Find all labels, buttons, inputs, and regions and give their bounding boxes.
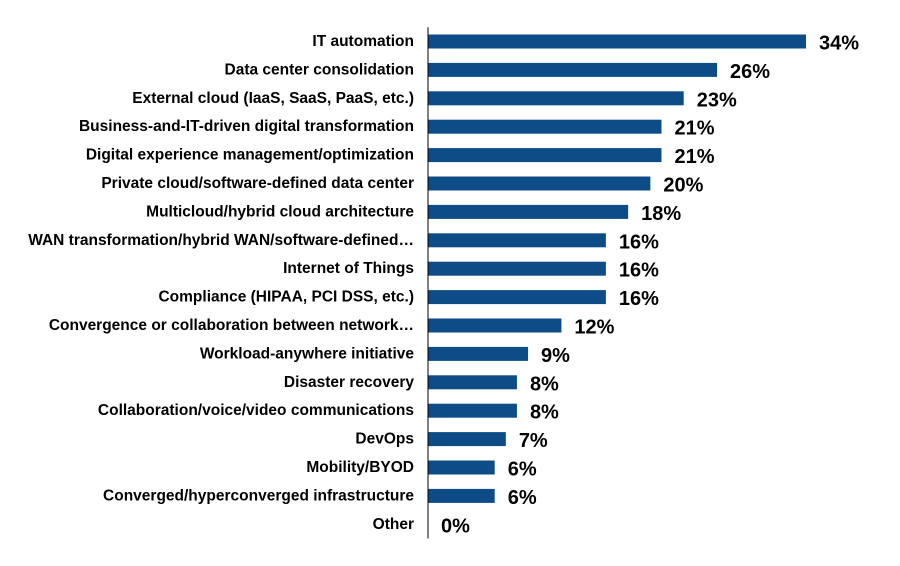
- category-label: Business-and-IT-driven digital transform…: [79, 118, 414, 135]
- bar: [428, 204, 629, 219]
- bar: [428, 375, 517, 390]
- value-label: 16%: [619, 231, 659, 253]
- bar: [428, 62, 718, 77]
- value-label: 16%: [619, 288, 659, 310]
- value-label: 8%: [530, 373, 559, 395]
- category-label: Digital experience management/optimizati…: [86, 147, 414, 164]
- bar: [428, 176, 651, 191]
- value-label: 7%: [519, 430, 548, 452]
- bar: [428, 488, 495, 503]
- bar: [428, 403, 517, 418]
- bar: [428, 261, 606, 276]
- category-label: IT automation: [312, 33, 414, 50]
- value-label: 34%: [819, 33, 859, 55]
- value-label: 6%: [508, 487, 537, 509]
- bar: [428, 233, 606, 248]
- category-label: Internet of Things: [283, 260, 414, 277]
- category-label: Compliance (HIPAA, PCI DSS, etc.): [158, 289, 414, 306]
- category-label: Private cloud/software-defined data cent…: [101, 175, 414, 192]
- value-label: 6%: [508, 459, 537, 481]
- value-labels-group: 34%26%23%21%21%20%18%16%16%16%12%9%8%8%7…: [441, 33, 859, 538]
- bar: [428, 119, 662, 134]
- category-label: Mobility/BYOD: [306, 459, 414, 476]
- category-label: Disaster recovery: [284, 374, 414, 391]
- category-label: WAN transformation/hybrid WAN/software-d…: [28, 232, 414, 249]
- bar: [428, 34, 806, 49]
- category-label: Convergence or collaboration between net…: [49, 317, 414, 334]
- value-label: 0%: [441, 515, 470, 537]
- bar: [428, 148, 662, 163]
- value-label: 12%: [574, 317, 614, 339]
- value-label: 26%: [730, 61, 770, 83]
- bar: [428, 460, 495, 475]
- category-label: External cloud (IaaS, SaaS, PaaS, etc.): [132, 90, 414, 107]
- value-label: 23%: [697, 89, 737, 111]
- category-labels-group: IT automation Data center consolidation Ex…: [28, 33, 414, 533]
- bar: [428, 432, 506, 447]
- value-label: 16%: [619, 260, 659, 282]
- bars-group: [428, 34, 806, 503]
- bar: [428, 91, 684, 106]
- value-label: 21%: [674, 118, 714, 140]
- category-label: Other: [373, 516, 414, 533]
- category-label: Collaboration/voice/video communications: [98, 402, 414, 419]
- category-label: Converged/hyperconverged infrastructure: [103, 487, 414, 504]
- category-label: Data center consolidation: [225, 61, 414, 78]
- value-label: 8%: [530, 402, 559, 424]
- category-label: DevOps: [355, 431, 414, 448]
- bar: [428, 318, 562, 333]
- value-label: 18%: [641, 203, 681, 225]
- bar: [428, 346, 529, 361]
- bar: [428, 290, 606, 305]
- value-label: 20%: [663, 175, 703, 197]
- category-label: Workload-anywhere initiative: [200, 345, 415, 362]
- value-label: 9%: [541, 345, 570, 367]
- value-label: 21%: [674, 146, 714, 168]
- category-label: Multicloud/hybrid cloud architecture: [146, 203, 414, 220]
